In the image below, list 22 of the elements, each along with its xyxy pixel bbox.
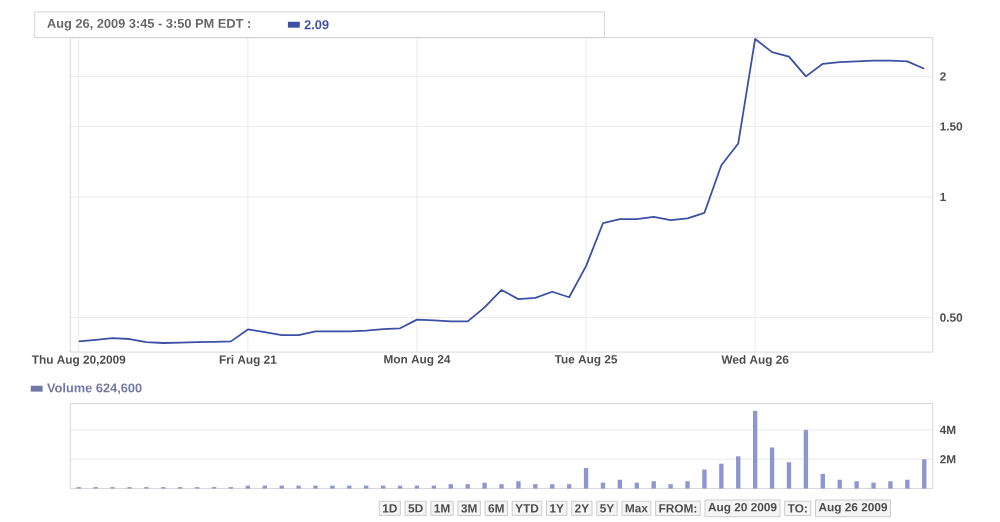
bar [482,482,487,489]
bar [854,481,859,489]
bar [803,429,809,489]
bar [600,482,606,489]
bar [719,463,724,489]
bar [617,479,623,489]
bar [685,481,690,489]
bar [786,462,792,489]
bar [922,459,927,489]
bar [871,482,876,489]
bar [634,482,639,489]
bar [888,481,893,489]
bar [651,481,656,489]
bar [516,481,521,489]
bar [820,473,825,489]
bar [583,467,589,489]
bar [837,479,842,489]
bar [769,447,775,489]
bar [702,469,707,489]
bar [752,410,758,489]
bar [905,479,910,489]
bar [736,456,741,489]
